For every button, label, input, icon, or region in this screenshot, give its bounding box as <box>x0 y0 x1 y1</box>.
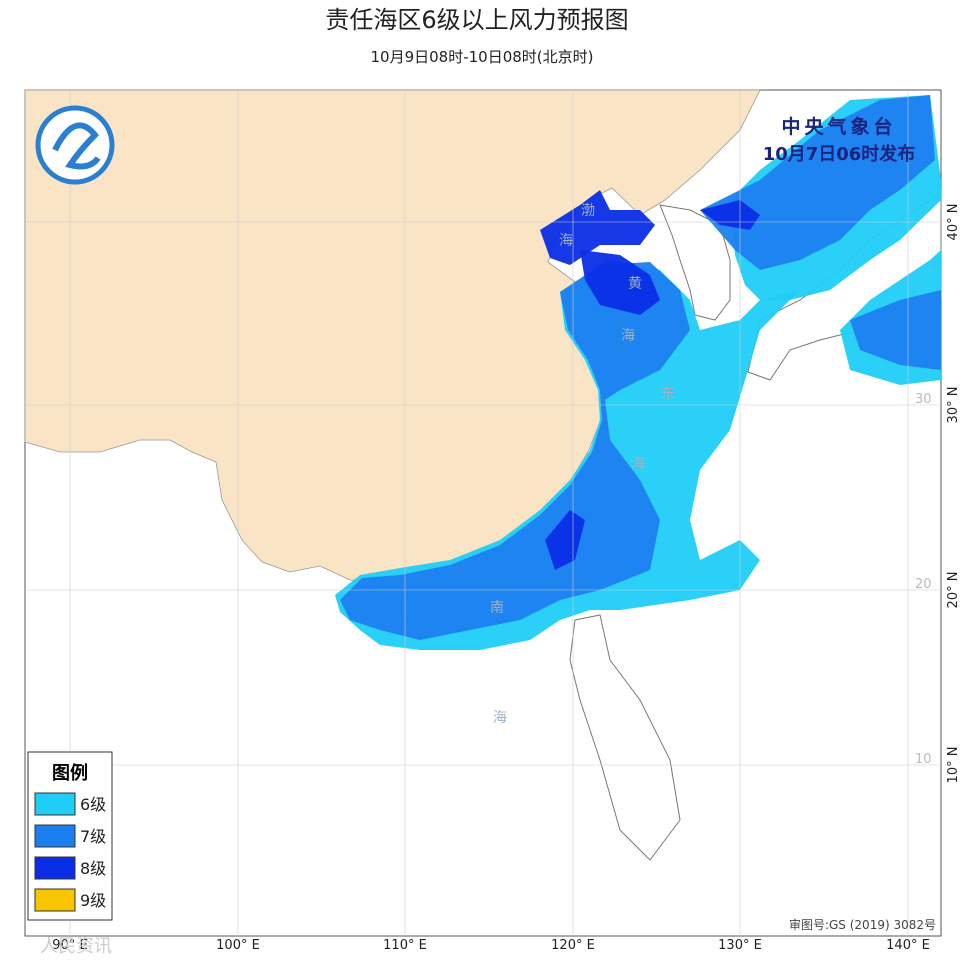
lon-label: 140° E <box>886 938 930 953</box>
grid-lat-label: 10 <box>915 752 932 767</box>
issue-time: 10月7日06时发布 <box>763 143 916 165</box>
lat-label: 10° N <box>946 747 961 784</box>
legend-swatch <box>34 824 76 848</box>
wind-zone <box>700 95 935 270</box>
lat-label: 30° N <box>946 387 961 424</box>
lat-label: 40° N <box>946 204 961 241</box>
title: 责任海区6级以上风力预报图 <box>325 6 628 34</box>
legend-label: 6级 <box>80 795 106 814</box>
wind-zone <box>700 200 760 230</box>
lat-label: 20° N <box>946 572 961 609</box>
legend: 6级 7级 8级 9级 <box>34 792 106 912</box>
wind-zone <box>580 250 660 315</box>
sea-label: 渤 <box>581 203 595 219</box>
wind-zones <box>335 95 941 650</box>
wind-zone <box>335 260 800 650</box>
legend-swatch <box>34 856 76 880</box>
grid-lat-label: 30 <box>915 392 932 407</box>
sea-label: 东 <box>661 386 675 402</box>
wind-zone <box>545 510 585 570</box>
lon-label: 110° E <box>383 938 427 953</box>
grid-lat-label: 20 <box>915 577 932 592</box>
legend-swatch <box>34 792 76 816</box>
sea-label: 海 <box>631 456 645 472</box>
sea-label: 黄 <box>628 275 642 292</box>
legend-label: 9级 <box>80 891 106 910</box>
sea-label: 海 <box>493 710 507 726</box>
logo <box>35 105 115 185</box>
subtitle: 10月9日08时-10日08时(北京时) <box>370 48 593 66</box>
sea-label: 海 <box>621 328 635 344</box>
logo-mark <box>52 122 101 170</box>
legend-label: 7级 <box>80 827 106 846</box>
wind-zone <box>340 262 690 640</box>
wind-zone <box>540 190 655 265</box>
legend-label: 8级 <box>80 859 106 878</box>
legend-swatch <box>34 888 76 912</box>
lon-label: 90° E <box>52 938 87 953</box>
watermark: 人民资讯 <box>40 936 112 957</box>
sea-label: 海 <box>559 233 573 249</box>
legend-title: 图例 <box>52 762 88 784</box>
approval: 审图号:GS (2019) 3082号 <box>789 917 936 932</box>
wind-zone <box>850 290 941 370</box>
issuer-agency: 中央气象台 <box>781 115 896 138</box>
lon-label: 130° E <box>718 938 762 953</box>
philippines <box>569 614 681 861</box>
sea-label: 南 <box>490 600 504 616</box>
lon-label: 120° E <box>551 938 595 953</box>
lon-label: 100° E <box>216 938 260 953</box>
